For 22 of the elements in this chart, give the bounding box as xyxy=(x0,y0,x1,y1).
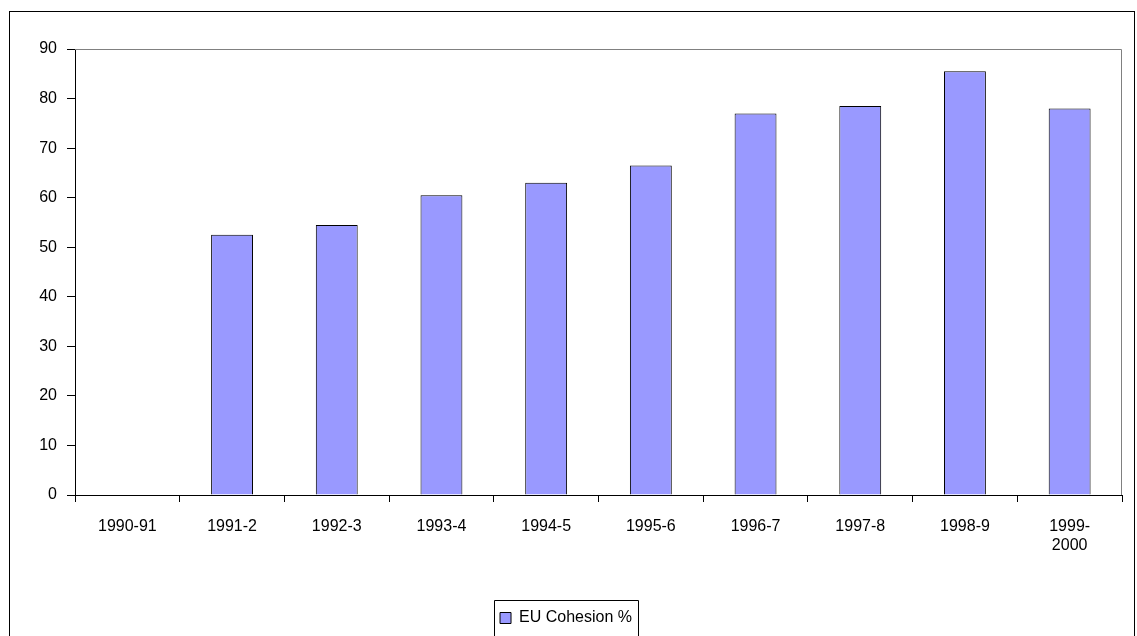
y-tick-label: 90 xyxy=(39,39,58,57)
y-tick-label: 0 xyxy=(48,485,58,503)
x-tick-label: 1994-5 xyxy=(521,517,572,535)
x-tick-label: 1990-91 xyxy=(97,517,157,535)
x-tick-label: 1992-3 xyxy=(311,517,362,535)
y-tick-label: 50 xyxy=(39,237,58,255)
x-tick-label: 1999-2000 xyxy=(1049,517,1091,554)
x-tick-label: 1995-6 xyxy=(625,517,676,535)
y-tick-label: 30 xyxy=(39,336,58,354)
x-tick-label: 1998-9 xyxy=(940,517,990,535)
x-tick-label: 1993-4 xyxy=(416,517,467,535)
legend-label: EU Cohesion % xyxy=(519,608,632,626)
x-tick-label: 1997-8 xyxy=(835,517,886,535)
y-tick-label: 20 xyxy=(39,386,58,404)
chart-frame: EU Cohesion % 1990-91 1991-2 1992-3 1993-4 1994-5 1995-6 1996-7 1997-8 1998-9 1999-2000 0 10 20 30 40 50 60 70 80 90 xyxy=(9,11,1135,636)
y-tick-label: 80 xyxy=(39,88,58,106)
y-tick-label: 10 xyxy=(39,435,58,453)
y-tick-label: 60 xyxy=(39,188,58,206)
x-tick-label: 1991-2 xyxy=(207,517,258,535)
x-tick-label: 1996-7 xyxy=(730,517,781,535)
y-tick-label: 40 xyxy=(39,287,58,305)
y-tick-label: 70 xyxy=(39,138,58,156)
